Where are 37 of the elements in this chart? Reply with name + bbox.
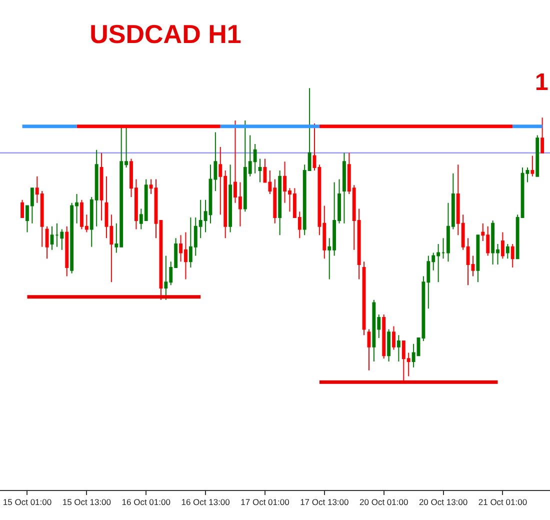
candlestick [540,117,544,154]
candlestick [476,234,480,283]
candlestick [500,232,504,260]
candlestick [382,314,386,360]
candlestick [506,243,510,260]
candlestick [396,334,400,362]
candlestick [392,326,396,350]
x-tick-label: 16 Oct 01:00 [122,497,171,508]
x-tick-label: 20 Oct 01:00 [360,497,408,508]
annotation: 1 [535,69,548,96]
candlestick [387,328,390,362]
candlestick [342,152,346,224]
x-tick-label: 15 Oct 13:00 [62,497,112,508]
candlestick [258,158,262,183]
candlestick [50,226,54,250]
candlestick [536,134,540,177]
x-tick-label: 16 Oct 13:00 [181,497,230,508]
candlestick [60,228,64,250]
candlestick [526,167,530,183]
candlestick [20,199,24,218]
x-tick-label: 17 Oct 13:00 [300,497,350,508]
candlestick [100,152,104,221]
x-tick-label: 15 Oct 01:00 [2,497,52,508]
candlestick [65,226,69,277]
x-tick-label: 17 Oct 01:00 [240,497,290,508]
candlestick [530,155,534,177]
chart-title: USDCAD H1 [90,18,242,49]
candlestick [228,164,232,233]
candlestick [278,170,282,236]
x-tick-label: 21 Oct 01:00 [478,497,528,508]
candlestick [442,238,445,260]
candlestick [367,328,371,371]
x-tick-label: 20 Oct 13:00 [418,497,468,508]
candlestick [55,222,59,248]
candlestick [45,226,49,260]
candlestick [510,243,514,268]
candlestick [362,261,366,336]
